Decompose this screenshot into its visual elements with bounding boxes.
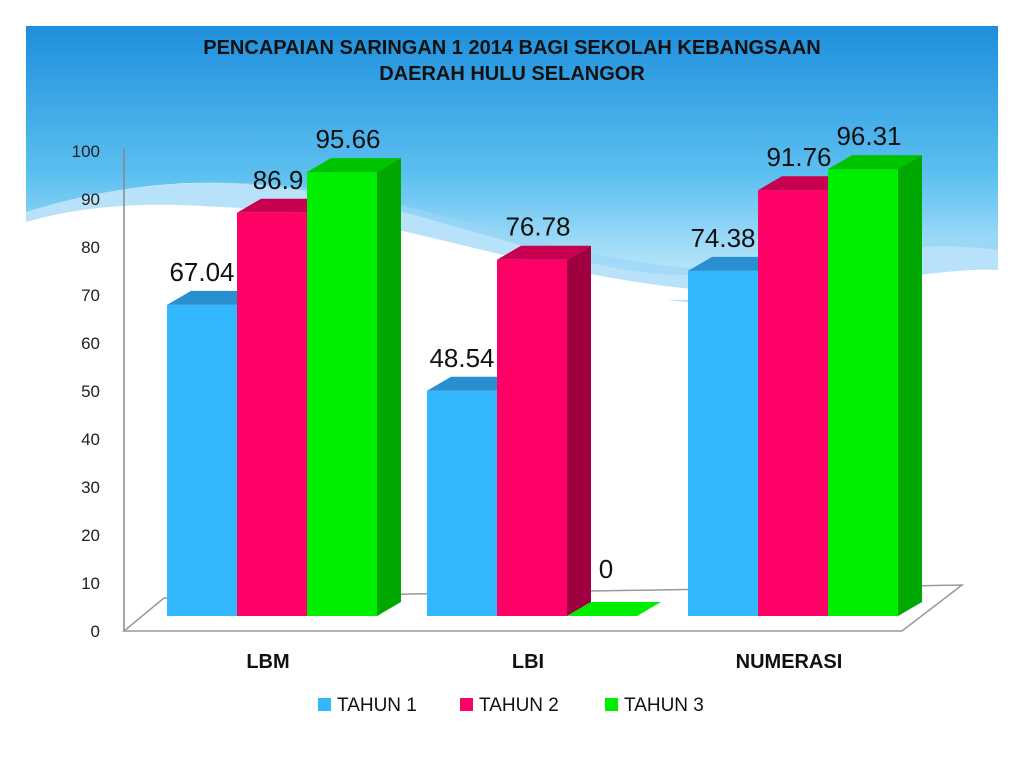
bar-front [497, 259, 567, 616]
bar-front [688, 270, 758, 616]
bar-top [497, 245, 591, 260]
y-tick-label: 70 [81, 286, 100, 305]
legend-item: TAHUN 1 [318, 695, 417, 716]
y-tick-label: 20 [81, 526, 100, 545]
y-axis: 0 10 20 30 40 50 60 70 80 90 100 [72, 142, 125, 641]
legend-swatch [605, 698, 618, 711]
data-label: 95.66 [315, 124, 380, 154]
legend-swatch [318, 698, 331, 711]
bar-front [237, 212, 307, 616]
y-tick-label: 40 [81, 430, 100, 449]
data-label: 74.38 [690, 223, 755, 253]
bar-front [427, 390, 497, 616]
legend-item: TAHUN 2 [460, 695, 559, 716]
legend-item: TAHUN 3 [605, 695, 704, 716]
bar-top [567, 602, 661, 616]
y-tick-label: 100 [72, 142, 100, 161]
category-label: NUMERASI [736, 651, 843, 673]
bar [567, 602, 661, 616]
data-label: 48.54 [429, 343, 494, 373]
bar-front [758, 190, 828, 617]
legend-label: TAHUN 3 [624, 695, 704, 716]
bar-front [307, 172, 377, 616]
bar-front [828, 169, 898, 617]
legend-label: TAHUN 2 [479, 695, 559, 716]
data-label: 86.9 [253, 165, 304, 195]
y-tick-label: 80 [81, 238, 100, 257]
data-label: 0 [599, 554, 613, 584]
y-tick-label: 50 [81, 382, 100, 401]
y-tick-label: 30 [81, 478, 100, 497]
legend-swatch [460, 698, 473, 711]
bar [828, 155, 922, 617]
bars [167, 155, 922, 617]
x-axis: LBM LBI NUMERASI [246, 651, 842, 673]
data-label: 76.78 [505, 212, 570, 242]
category-label: LBM [246, 651, 289, 673]
legend: TAHUN 1 TAHUN 2 TAHUN 3 [318, 695, 704, 716]
bar-top [307, 158, 401, 173]
bar-front [167, 304, 237, 616]
data-label: 91.76 [766, 142, 831, 172]
data-label: 67.04 [169, 257, 234, 287]
bar-side [377, 158, 401, 616]
y-tick-label: 10 [81, 574, 100, 593]
bar-side [898, 155, 922, 617]
y-tick-label: 90 [81, 190, 100, 209]
chart-subtitle: DAERAH HULU SELANGOR [379, 63, 645, 85]
y-tick-label: 0 [91, 622, 100, 641]
chart-title: PENCAPAIAN SARINGAN 1 2014 BAGI SEKOLAH … [203, 37, 821, 59]
data-label: 96.31 [836, 121, 901, 151]
y-tick-label: 60 [81, 334, 100, 353]
bar-side [567, 245, 591, 617]
bar [307, 158, 401, 616]
bar-top [828, 155, 922, 170]
category-label: LBI [512, 651, 544, 673]
bar [497, 245, 591, 617]
legend-label: TAHUN 1 [337, 695, 417, 716]
